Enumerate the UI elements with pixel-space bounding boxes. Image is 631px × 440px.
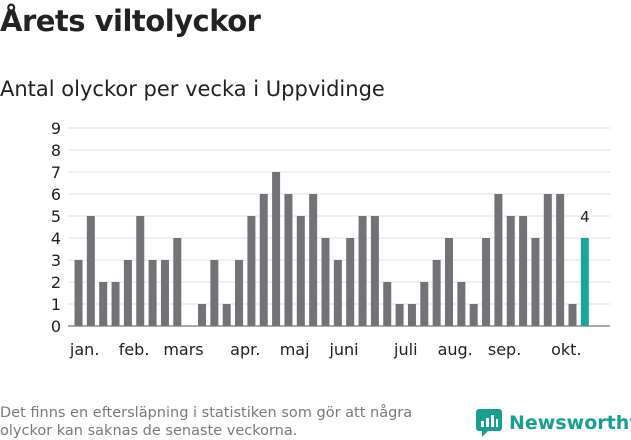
x-tick-label: mars	[163, 340, 203, 359]
footnote: Det finns en eftersläpning i statistiken…	[0, 405, 413, 439]
bar-highlight	[580, 238, 589, 326]
chart-title: Årets viltolyckor	[0, 4, 261, 38]
bar	[445, 238, 453, 326]
bar	[506, 216, 515, 326]
y-axis-ticks: 0 1 2 3 4 5 6 7 8 9	[51, 119, 61, 336]
bar	[519, 216, 528, 326]
bar	[99, 282, 108, 326]
y-tick-label: 1	[51, 295, 61, 314]
bar	[321, 238, 330, 326]
y-tick-label: 5	[51, 207, 61, 226]
bar	[482, 238, 491, 326]
bar	[494, 194, 503, 326]
bars	[74, 172, 589, 326]
bar	[160, 260, 169, 326]
bar	[407, 304, 416, 326]
bar	[309, 194, 318, 326]
bar	[432, 260, 441, 326]
newsworthy-logo: Newsworthy	[476, 408, 631, 438]
x-axis-month-labels: jan. feb. mars apr. maj juni juli aug. sep. okt.	[69, 340, 582, 359]
bar	[370, 216, 379, 326]
x-tick-label: maj	[280, 340, 310, 359]
newsworthy-logo-icon	[476, 409, 502, 437]
x-tick-label: juli	[393, 340, 417, 359]
bar	[457, 282, 466, 326]
bar	[136, 216, 145, 326]
bar	[247, 216, 256, 326]
y-tick-label: 8	[51, 141, 61, 160]
bar	[333, 260, 342, 326]
bar	[74, 260, 83, 326]
x-tick-label: aug.	[438, 340, 473, 359]
bar	[284, 194, 293, 326]
newsworthy-logo-text: Newsworthy	[509, 412, 631, 434]
y-tick-label: 9	[51, 119, 61, 138]
bar-chart: 0 1 2 3 4 5 6 7 8 9 jan. feb. mars apr. maj juni juli au…	[51, 119, 610, 359]
bar	[210, 260, 219, 326]
x-tick-label: apr.	[230, 340, 260, 359]
bar	[272, 172, 281, 326]
bar	[259, 194, 268, 326]
bar	[123, 260, 132, 326]
bar	[346, 238, 355, 326]
x-tick-label: okt.	[551, 340, 581, 359]
bar	[358, 216, 367, 326]
bar	[531, 238, 540, 326]
highlight-value-label: 4	[580, 208, 590, 226]
y-tick-label: 0	[51, 317, 61, 336]
bar	[235, 260, 244, 326]
y-tick-label: 7	[51, 163, 61, 182]
bar	[395, 304, 404, 326]
x-tick-label: feb.	[119, 340, 150, 359]
x-tick-label: sep.	[488, 340, 521, 359]
bar	[222, 304, 231, 326]
y-tick-label: 4	[51, 229, 61, 248]
bar	[383, 282, 392, 326]
bar	[198, 304, 206, 326]
y-tick-label: 2	[51, 273, 61, 292]
bar	[148, 260, 157, 326]
bar	[173, 238, 182, 326]
y-tick-label: 6	[51, 185, 61, 204]
bar	[296, 216, 305, 326]
bar	[86, 216, 95, 326]
bar	[568, 304, 577, 326]
data-labels: 4	[580, 208, 590, 226]
bar	[556, 194, 565, 326]
bar	[469, 304, 478, 326]
bar	[420, 282, 429, 326]
bar	[543, 194, 552, 326]
y-tick-label: 3	[51, 251, 61, 270]
chart-subtitle: Antal olyckor per vecka i Uppvidinge	[0, 77, 385, 101]
bar	[111, 282, 120, 326]
x-tick-label: juni	[328, 340, 358, 359]
x-tick-label: jan.	[69, 340, 99, 359]
